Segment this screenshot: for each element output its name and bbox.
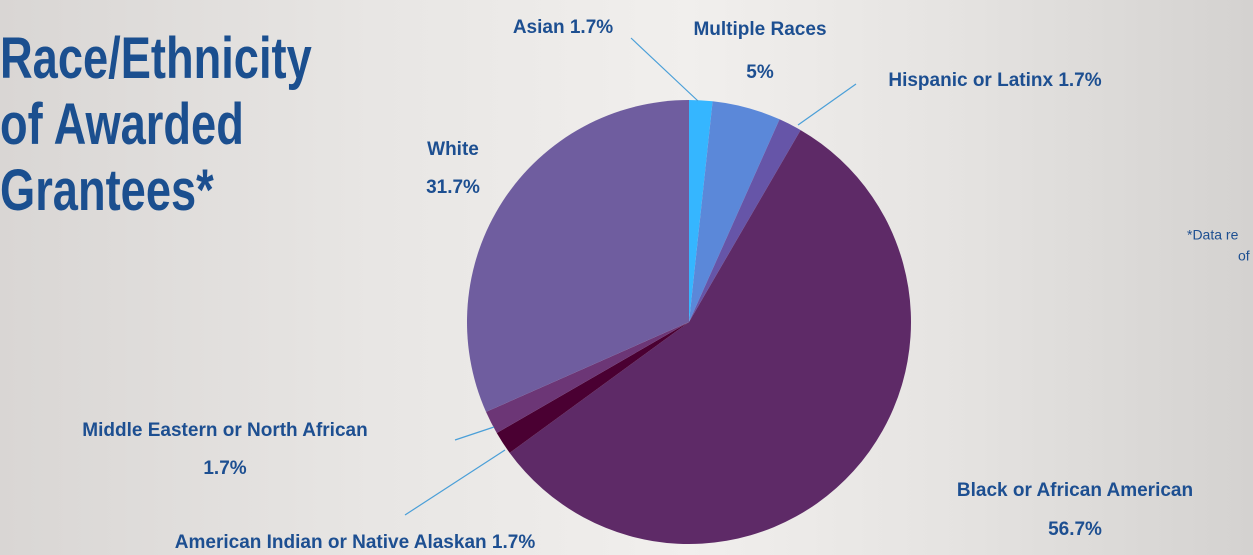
page: Race/Ethnicity of Awarded Grantees* *Dat… [0, 0, 1253, 555]
footnote: *Data re [1187, 227, 1239, 243]
value-label: 31.7% [426, 177, 480, 198]
value-label: 5% [746, 62, 774, 83]
slice-label: American Indian or Native Alaskan 1.7% [175, 532, 536, 553]
footnote: of [1238, 248, 1250, 264]
leader-line [631, 38, 698, 101]
category-label: American Indian or Native Alaskan [175, 532, 487, 553]
value-label: 56.7% [1048, 519, 1102, 540]
value-label: 1.7% [492, 532, 535, 553]
category-label: Asian [513, 17, 565, 38]
pie [467, 100, 911, 544]
leader-line [798, 84, 856, 125]
category-label: White [427, 139, 479, 160]
slice-label: Asian 1.7% [513, 17, 613, 38]
slice-label: Hispanic or Latinx 1.7% [888, 70, 1101, 91]
category-label: Multiple Races [693, 19, 826, 40]
value-label: 1.7% [203, 458, 246, 479]
category-label: Middle Eastern or North African [82, 420, 367, 441]
leader-line [455, 427, 494, 440]
category-label: Hispanic or Latinx [888, 70, 1053, 91]
chart: *Data re of Asian 1.7% Multiple Races 5% Hi… [0, 0, 1253, 555]
category-label: Black or African American [957, 480, 1193, 501]
leader-line [405, 450, 505, 515]
value-label: 1.7% [1058, 70, 1101, 91]
value-label: 1.7% [570, 17, 613, 38]
